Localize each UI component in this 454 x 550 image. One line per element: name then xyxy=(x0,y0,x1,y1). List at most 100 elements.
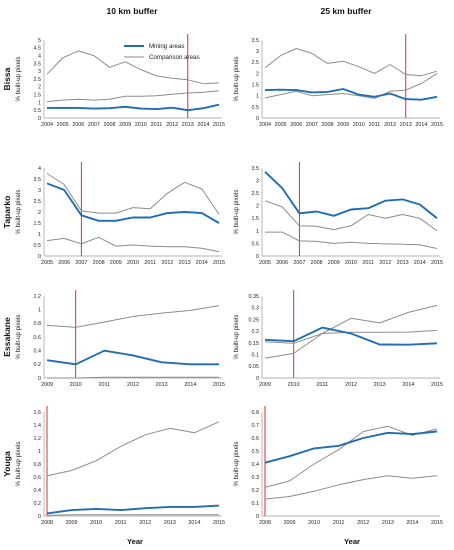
series-line-comparison xyxy=(46,514,219,516)
x-tick-label: 2014 xyxy=(406,520,418,526)
x-tick-label: 2012 xyxy=(166,122,178,128)
y-tick-label: 1 xyxy=(38,100,41,106)
series-line-comparison xyxy=(264,72,438,99)
y-tick-label: 0.6 xyxy=(252,436,260,442)
y-tick-label: 0 xyxy=(38,254,41,260)
series-line-comparison xyxy=(46,90,220,103)
y-tick-label: 0.5 xyxy=(252,105,260,111)
column-title-25km: 25 km buffer xyxy=(320,6,372,16)
y-tick-label: 1.4 xyxy=(34,423,42,429)
row-title: Essakane xyxy=(2,317,12,357)
x-tick-label: 2015 xyxy=(213,122,225,128)
x-axis-title-right: Year xyxy=(344,537,360,546)
y-tick-label: 4.5 xyxy=(34,46,42,52)
x-tick-label: 2010 xyxy=(288,382,300,388)
y-tick-label: 3 xyxy=(256,178,259,184)
y-tick-label: 1 xyxy=(38,232,41,238)
x-tick-label: 2013 xyxy=(156,382,168,388)
y-tick-label: 1.6 xyxy=(34,410,42,416)
series-line-comparison xyxy=(46,236,220,253)
y-tick-label: 0.15 xyxy=(249,341,260,347)
x-tick-label: 2014 xyxy=(184,382,196,388)
x-tick-label: 2013 xyxy=(374,382,386,388)
x-tick-label: 2013 xyxy=(164,520,176,526)
y-tick-label: 1.5 xyxy=(34,221,42,227)
y-tick-label: 0.2 xyxy=(252,329,260,335)
y-tick-label: 0.8 xyxy=(34,462,42,468)
y-tick-label: 3 xyxy=(38,69,41,75)
x-tick-label: 2013 xyxy=(382,520,394,526)
y-axis-label: % built-up pixels xyxy=(233,314,240,359)
x-tick-label: 2012 xyxy=(357,520,369,526)
series-line-comparison xyxy=(264,48,438,77)
x-tick-label: 2015 xyxy=(213,520,225,526)
y-axis-label: % built-up pixels xyxy=(233,189,240,234)
series-line-comparison xyxy=(264,304,438,344)
x-tick-label: 2008 xyxy=(104,122,116,128)
y-tick-label: 0.05 xyxy=(249,364,260,370)
column-title-10km: 10 km buffer xyxy=(106,6,158,16)
x-tick-label: 2012 xyxy=(379,260,391,266)
x-tick-label: 2009 xyxy=(259,382,271,388)
y-axis-label: % built-up pixels xyxy=(15,314,22,359)
y-tick-label: 0.5 xyxy=(34,108,42,114)
y-tick-label: 4 xyxy=(38,166,41,172)
panel-youga-10km: Youga% built-up pixels 0 0.2 0.4 0.6 0.8 1 1.2 1… xyxy=(2,406,225,526)
x-tick-label: 2006 xyxy=(276,260,288,266)
y-tick-label: 0.1 xyxy=(252,352,260,358)
y-tick-label: 1.2 xyxy=(34,436,42,442)
y-tick-label: 4 xyxy=(38,54,41,60)
x-tick-label: 2006 xyxy=(72,122,84,128)
y-tick-label: 5 xyxy=(38,38,41,44)
legend-label: Comparison areas xyxy=(149,54,200,61)
y-tick-label: 1.5 xyxy=(34,93,42,99)
x-tick-label: 2011 xyxy=(151,122,163,128)
x-tick-label: 2004 xyxy=(259,122,271,128)
row-title: Taparko xyxy=(2,196,12,229)
y-tick-label: 0 xyxy=(256,376,259,382)
series-line-comparison xyxy=(265,231,438,249)
y-tick-label: 0 xyxy=(256,514,259,520)
series-line-comparison xyxy=(47,376,219,379)
x-tick-label: 2014 xyxy=(197,122,209,128)
y-tick-label: 2.5 xyxy=(252,60,260,66)
y-tick-label: 0 xyxy=(256,116,259,122)
x-tick-label: 2009 xyxy=(41,382,53,388)
panel-bissa-10km: Bissa% built-up pixels 0 0.5 11.5 2 2.5 3 3.54 4… xyxy=(2,34,225,128)
y-tick-label: 0.2 xyxy=(34,362,42,368)
x-tick-label: 2009 xyxy=(328,260,340,266)
series-line-comparison xyxy=(264,200,438,232)
legend: Mining areas Comparison areas xyxy=(124,43,200,61)
y-tick-label: 2 xyxy=(38,85,41,91)
x-tick-label: 2015 xyxy=(213,260,225,266)
series-line-comparison xyxy=(264,329,438,359)
panel-essakane-10km: Essakane% built-up pixels 0 0.2 0.4 0.6 0.8 1 1… xyxy=(2,290,225,388)
panel-taparko-10km: Taparko% built-up pixels 0 0.5 1 1.5 2 2.5 3 3.5… xyxy=(2,162,225,266)
y-tick-label: 0 xyxy=(256,254,259,260)
y-tick-label: 1 xyxy=(256,94,259,100)
x-tick-label: 2007 xyxy=(75,260,87,266)
x-tick-label: 2015 xyxy=(431,122,443,128)
series-line-comparison xyxy=(46,50,220,85)
x-tick-label: 2013 xyxy=(397,260,409,266)
y-tick-label: 1 xyxy=(38,449,41,455)
panel-bissa-25km: % built-up pixels 0 0.5 1 1.5 2 2.5 3 3.5 2004 200… xyxy=(233,34,443,128)
x-tick-label: 2005 xyxy=(57,122,69,128)
series-line-comparison xyxy=(264,475,438,500)
x-tick-label: 2012 xyxy=(345,382,357,388)
x-tick-label: 2009 xyxy=(110,260,122,266)
y-axis-label: % built-up pixels xyxy=(15,56,22,101)
y-tick-label: 0.3 xyxy=(252,306,260,312)
x-tick-label: 2008 xyxy=(93,260,105,266)
y-tick-label: 2.5 xyxy=(34,77,42,83)
y-tick-label: 0.4 xyxy=(34,488,42,494)
y-axis-label: % built-up pixels xyxy=(15,189,22,234)
x-tick-label: 2008 xyxy=(259,520,271,526)
y-tick-label: 1 xyxy=(38,308,41,314)
series-line-mining xyxy=(46,182,220,224)
y-tick-label: 2 xyxy=(256,204,259,210)
x-tick-label: 2010 xyxy=(127,260,139,266)
y-tick-label: 1.5 xyxy=(252,216,260,222)
series-line-mining xyxy=(264,326,438,346)
